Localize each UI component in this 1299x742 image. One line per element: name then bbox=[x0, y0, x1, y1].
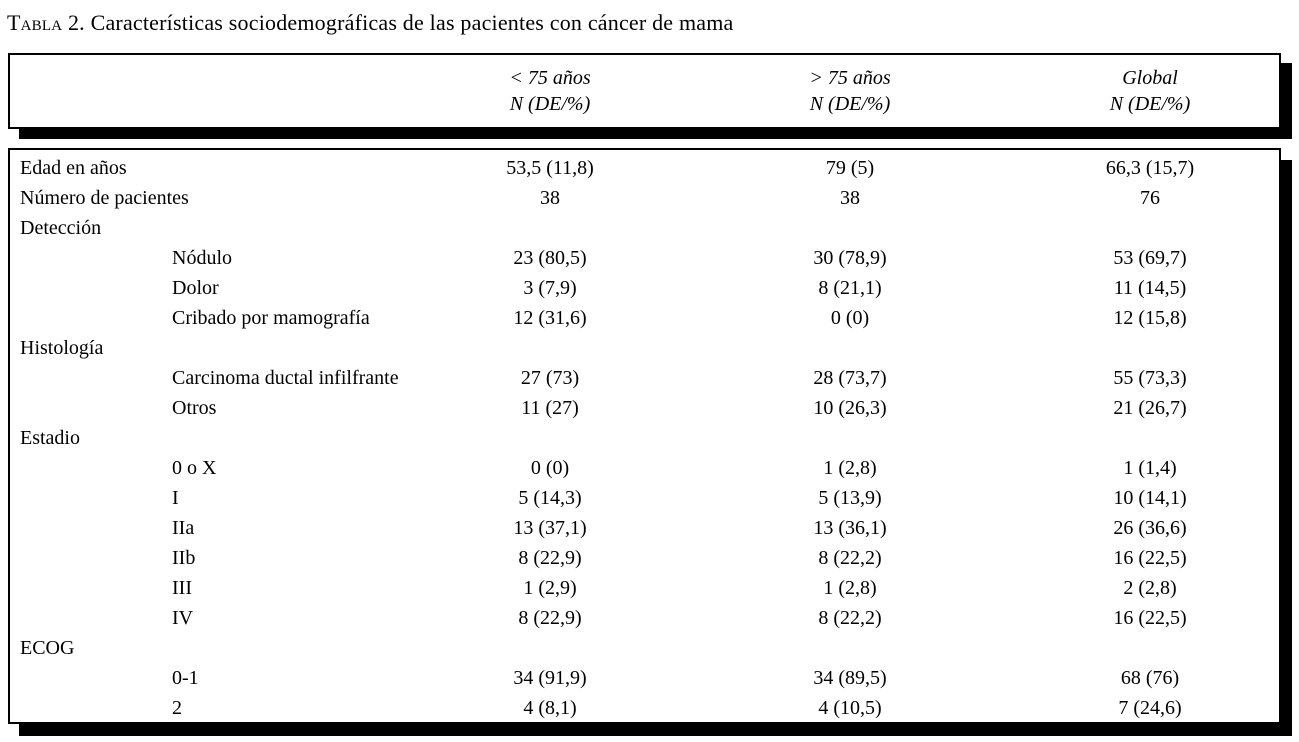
row-label: Nódulo bbox=[172, 247, 232, 269]
table-row: IIa 13 (37,1) 13 (36,1) 26 (36,6) bbox=[10, 513, 1279, 543]
cell-value: 1 (2,8) bbox=[823, 457, 877, 479]
cell-value: 12 (31,6) bbox=[513, 307, 587, 329]
table-row: Número de pacientes 38 38 76 bbox=[10, 183, 1279, 213]
cell-value: 34 (89,5) bbox=[813, 667, 887, 689]
cell-value: 27 (73) bbox=[520, 367, 580, 389]
table-row: I 5 (14,3) 5 (13,9) 10 (14,1) bbox=[10, 483, 1279, 513]
row-label: Cribado por mamografía bbox=[172, 307, 370, 329]
table-row: IV 8 (22,9) 8 (22,2) 16 (22,5) bbox=[10, 603, 1279, 633]
cell-value: 1 (2,8) bbox=[823, 577, 877, 599]
row-label: Otros bbox=[172, 397, 217, 419]
cell-value: 1 (1,4) bbox=[1123, 457, 1177, 479]
cell-value: 30 (78,9) bbox=[813, 247, 887, 269]
cell-value: 0 (0) bbox=[530, 457, 570, 479]
row-label: Histología bbox=[20, 337, 104, 359]
table-row: IIb 8 (22,9) 8 (22,2) 16 (22,5) bbox=[10, 543, 1279, 573]
cell-value: 8 (22,9) bbox=[518, 547, 582, 569]
row-label: Estadio bbox=[20, 427, 80, 449]
cell-value: 66,3 (15,7) bbox=[1105, 157, 1195, 179]
table-title: Tabla 2. Características sociodemográfic… bbox=[7, 10, 734, 36]
column-header-line1: > 75 años bbox=[809, 67, 891, 89]
row-label: IV bbox=[172, 607, 194, 629]
cell-value: 8 (22,9) bbox=[518, 607, 582, 629]
cell-value: 0 (0) bbox=[830, 307, 870, 329]
table-row: III 1 (2,9) 1 (2,8) 2 (2,8) bbox=[10, 573, 1279, 603]
cell-value: 4 (10,5) bbox=[818, 697, 882, 719]
table-row: Dolor 3 (7,9) 8 (21,1) 11 (14,5) bbox=[10, 273, 1279, 303]
cell-value: 8 (22,2) bbox=[818, 547, 882, 569]
row-label: Carcinoma ductal infilfrante bbox=[172, 367, 399, 389]
column-header-lt75: < 75 años N (DE/%) bbox=[400, 65, 700, 117]
row-label: I bbox=[172, 487, 179, 509]
table-row: Edad en años 53,5 (11,8) 79 (5) 66,3 (15,7) bbox=[10, 153, 1279, 183]
cell-value: 13 (37,1) bbox=[513, 517, 587, 539]
cell-value: 13 (36,1) bbox=[813, 517, 887, 539]
cell-value: 11 (27) bbox=[521, 397, 579, 419]
cell-value: 10 (14,1) bbox=[1113, 487, 1187, 509]
table-header-box: < 75 años N (DE/%) > 75 años N (DE/%) Gl… bbox=[8, 53, 1281, 129]
cell-value: 53,5 (11,8) bbox=[506, 157, 594, 179]
table-group-row: Histología bbox=[10, 333, 1279, 363]
cell-value: 8 (22,2) bbox=[818, 607, 882, 629]
column-header-line2: N (DE/%) bbox=[809, 93, 891, 115]
cell-value: 21 (26,7) bbox=[1113, 397, 1187, 419]
cell-value: 68 (76) bbox=[1120, 667, 1180, 689]
row-label: Número de pacientes bbox=[20, 187, 189, 209]
cell-value: 8 (21,1) bbox=[818, 277, 882, 299]
table-row: Carcinoma ductal infilfrante 27 (73) 28 (7… bbox=[10, 363, 1279, 393]
table-title-text: 2. Características sociodemográficas de … bbox=[62, 10, 734, 35]
column-header-line1: < 75 años bbox=[509, 67, 591, 89]
cell-value: 16 (22,5) bbox=[1113, 547, 1187, 569]
table-title-prefix: Tabla bbox=[7, 10, 63, 35]
table-body: Edad en años 53,5 (11,8) 79 (5) 66,3 (15,7)… bbox=[10, 153, 1279, 723]
table-group-row: Detección bbox=[10, 213, 1279, 243]
row-label: 0 o X bbox=[172, 457, 217, 479]
table-row: 0 o X 0 (0) 1 (2,8) 1 (1,4) bbox=[10, 453, 1279, 483]
column-header-gt75: > 75 años N (DE/%) bbox=[700, 65, 1000, 117]
row-label: ECOG bbox=[20, 637, 75, 659]
cell-value: 12 (15,8) bbox=[1113, 307, 1187, 329]
column-header-line2: N (DE/%) bbox=[1109, 93, 1191, 115]
row-label: Edad en años bbox=[20, 157, 127, 179]
cell-value: 55 (73,3) bbox=[1113, 367, 1187, 389]
cell-value: 10 (26,3) bbox=[813, 397, 887, 419]
cell-value: 5 (13,9) bbox=[818, 487, 882, 509]
row-label: IIb bbox=[172, 547, 196, 569]
cell-value: 3 (7,9) bbox=[523, 277, 577, 299]
table-row: 2 4 (8,1) 4 (10,5) 7 (24,6) bbox=[10, 693, 1279, 723]
cell-value: 28 (73,7) bbox=[813, 367, 887, 389]
cell-value: 38 bbox=[840, 187, 860, 209]
column-header-line2: N (DE/%) bbox=[509, 93, 591, 115]
cell-value: 4 (8,1) bbox=[523, 697, 577, 719]
cell-value: 7 (24,6) bbox=[1118, 697, 1182, 719]
column-header-global: Global N (DE/%) bbox=[1000, 65, 1299, 117]
row-label: Dolor bbox=[172, 277, 219, 299]
table-row: Otros 11 (27) 10 (26,3) 21 (26,7) bbox=[10, 393, 1279, 423]
cell-value: 5 (14,3) bbox=[518, 487, 582, 509]
cell-value: 23 (80,5) bbox=[513, 247, 587, 269]
table-group-row: ECOG bbox=[10, 633, 1279, 663]
cell-value: 26 (36,6) bbox=[1113, 517, 1187, 539]
table-body-box: Edad en años 53,5 (11,8) 79 (5) 66,3 (15,7)… bbox=[8, 148, 1281, 724]
cell-value: 2 (2,8) bbox=[1123, 577, 1177, 599]
row-label: 2 bbox=[172, 697, 182, 719]
table-group-row: Estadio bbox=[10, 423, 1279, 453]
cell-value: 76 bbox=[1140, 187, 1160, 209]
table-row: 0-1 34 (91,9) 34 (89,5) 68 (76) bbox=[10, 663, 1279, 693]
row-label: III bbox=[172, 577, 192, 599]
cell-value: 1 (2,9) bbox=[523, 577, 577, 599]
cell-value: 53 (69,7) bbox=[1113, 247, 1187, 269]
column-header-line1: Global bbox=[1122, 67, 1178, 89]
row-label: Detección bbox=[20, 217, 102, 239]
cell-value: 38 bbox=[540, 187, 560, 209]
cell-value: 79 (5) bbox=[825, 157, 875, 179]
row-label: IIa bbox=[172, 517, 195, 539]
row-label: 0-1 bbox=[172, 667, 199, 689]
table-row: Cribado por mamografía 12 (31,6) 0 (0) 12 (… bbox=[10, 303, 1279, 333]
cell-value: 34 (91,9) bbox=[513, 667, 587, 689]
cell-value: 11 (14,5) bbox=[1113, 277, 1187, 299]
cell-value: 16 (22,5) bbox=[1113, 607, 1187, 629]
table-row: Nódulo 23 (80,5) 30 (78,9) 53 (69,7) bbox=[10, 243, 1279, 273]
